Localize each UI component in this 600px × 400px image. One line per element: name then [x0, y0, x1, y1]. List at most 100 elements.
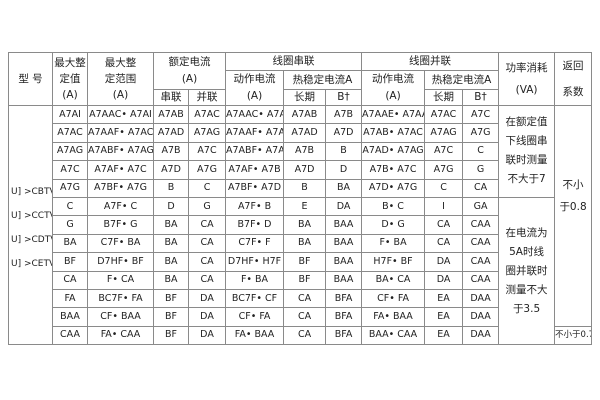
table-cell: H7F• BF	[361, 252, 426, 272]
table-cell: A7G	[424, 160, 464, 180]
return-coef-line2: 于0.8	[559, 201, 587, 213]
header-rated-current: 额定电流(A)	[152, 52, 227, 90]
table-cell: CAA	[52, 325, 88, 346]
table-cell: B7F• G	[87, 215, 154, 235]
table-cell: B• C	[361, 196, 426, 217]
table-cell: BC7F• FA	[87, 288, 154, 309]
table-cell: A7AAF• A7AC	[87, 123, 154, 143]
table-cell: D	[153, 196, 189, 217]
table-cell: CAA	[462, 215, 500, 235]
table-cell: DA	[325, 196, 363, 217]
table-cell: BAA	[52, 307, 88, 327]
table-cell: A7G	[187, 160, 227, 180]
header-series-long: 长期	[283, 89, 327, 106]
table-cell: BA	[283, 215, 327, 235]
table-cell: A7B• A7C	[361, 160, 426, 180]
table-cell: DA	[424, 252, 464, 272]
return-coef-line1: 不小	[562, 179, 584, 191]
table-cell: F• CA	[87, 270, 154, 290]
table-cell: A7C	[52, 160, 88, 180]
header-series-operate-current: 动作电流(A)	[225, 70, 285, 106]
table-cell: D7HF• H7F	[225, 252, 285, 272]
table-row: C A7F• C D G A7F• B E DA B• C I GA 在电流为5A时线圈并联时测量不…	[9, 196, 592, 346]
table-cell: A7BF• A7D	[225, 178, 285, 198]
table-cell: BAA	[325, 270, 363, 290]
table-cell: EA	[424, 307, 464, 327]
table-cell: BC7F• CF	[225, 288, 285, 309]
power-note-series: 在额定值下线圈串联时测量不大于7	[498, 105, 556, 198]
header-return-coef: 返回系数	[554, 52, 593, 106]
header-parallel-operate-current: 动作电流(A)	[361, 70, 426, 106]
table-cell: A7B	[153, 141, 189, 162]
table-row: BAA CF• BAA BF DA CF• FA CA BFA FA• BAA EA DAA	[9, 307, 592, 327]
table-cell: BA	[325, 178, 363, 198]
table-cell: A7G	[462, 123, 500, 143]
table-cell: A7D• A7G	[361, 178, 426, 198]
header-parallel-short: B†	[462, 89, 500, 106]
table-cell: A7AD	[153, 123, 189, 143]
table-cell: BAA	[325, 252, 363, 272]
table-cell: CA	[187, 270, 227, 290]
model-label: U] >CETV	[11, 259, 53, 269]
table-cell: BFA	[325, 325, 363, 346]
header-parallel-thermal: 热稳定电流A	[424, 70, 500, 90]
table-cell: G	[462, 160, 500, 180]
table-cell: B	[325, 141, 363, 162]
table-cell: BF	[52, 252, 88, 272]
table-cell: BA	[283, 233, 327, 254]
table-cell: BFA	[325, 307, 363, 327]
table-cell: A7G	[52, 178, 88, 198]
relay-spec-table: 型 号 最大整定值(A) 最大整定范围(A) 额定电流(A) 线圈串联 线圈并联…	[8, 52, 593, 346]
return-coef-last: 不小于0.7	[554, 325, 593, 346]
header-series-thermal: 热稳定电流A	[283, 70, 363, 90]
table-cell: A7D	[153, 160, 189, 180]
power-note-parallel: 在电流为5A时线圈并联时测量不大于3.5	[498, 196, 556, 346]
table-row: A7C A7AF• A7C A7D A7G A7AF• A7B A7D D A7B• A7C A…	[9, 160, 592, 180]
table-cell: B7F• D	[225, 215, 285, 235]
table-cell: A7C	[424, 141, 464, 162]
table-cell: A7C	[187, 141, 227, 162]
table-cell: FA• BAA	[225, 325, 285, 346]
table-cell: A7AG	[424, 123, 464, 143]
table-cell: FA	[52, 288, 88, 309]
table-cell: A7B	[325, 104, 363, 125]
table-cell: A7F• B	[225, 196, 285, 217]
table-cell: FA• BAA	[361, 307, 426, 327]
table-cell: D• G	[361, 215, 426, 235]
table-cell: CAA	[462, 270, 500, 290]
header-parallel-long: 长期	[424, 89, 464, 106]
header-coil-parallel: 线圈并联	[361, 52, 500, 71]
table-cell: A7AD• A7AG	[361, 141, 426, 162]
table-cell: DA	[187, 288, 227, 309]
table-cell: C	[462, 141, 500, 162]
table-cell: CA	[187, 252, 227, 272]
table-cell: A7AB	[283, 104, 327, 125]
table-cell: DAA	[462, 288, 500, 309]
table-cell: BA	[52, 233, 88, 254]
table-row: CAA FA• CAA BF DA FA• BAA CA BFA BAA• CAA EA DAA 不…	[9, 325, 593, 346]
table-cell: GA	[462, 196, 500, 217]
table-cell: BF	[153, 307, 189, 327]
table-row: BF D7HF• BF BA CA D7HF• H7F BF BAA H7F• BF DA CAA	[9, 252, 592, 272]
return-coef-cell: 不小于0.8	[554, 105, 593, 327]
table-row: A7G A7BF• A7G B C A7BF• A7D B BA A7D• A7G C CA	[9, 178, 592, 198]
table-cell: C	[187, 178, 227, 198]
table-cell: DA	[187, 307, 227, 327]
table-cell: CF• FA	[361, 288, 426, 309]
header-coil-series: 线圈串联	[225, 52, 363, 71]
table-cell: A7AAE• A7AAI	[361, 104, 426, 125]
model-cell: U] >CBTV U] >CCTV U] >CDTV U] >CETV	[8, 104, 53, 346]
table-cell: CAA	[462, 252, 500, 272]
table-cell: CA	[424, 215, 464, 235]
table-cell: CA	[283, 325, 327, 346]
table-cell: CA	[283, 307, 327, 327]
table-cell: A7AAC• A7AI	[87, 104, 154, 125]
table-cell: BFA	[325, 288, 363, 309]
table-cell: CA	[187, 233, 227, 254]
table-cell: CA	[462, 178, 500, 198]
table-cell: A7AB• A7AC	[361, 123, 426, 143]
table-cell: D7HF• BF	[87, 252, 154, 272]
table-cell: CA	[283, 288, 327, 309]
table-cell: BA	[153, 215, 189, 235]
